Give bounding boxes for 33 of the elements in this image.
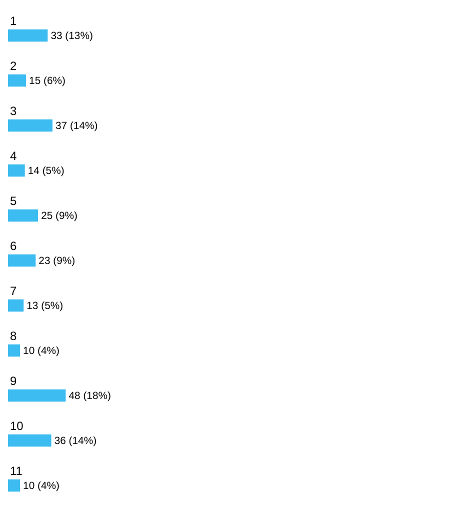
bar (8, 389, 66, 402)
y-tick-label: 6 (10, 239, 17, 253)
bar (8, 209, 38, 222)
bar (8, 74, 26, 87)
bar (8, 434, 52, 447)
y-tick-label: 9 (10, 374, 17, 388)
y-tick-label: 4 (10, 149, 17, 163)
y-tick-label: 5 (10, 194, 17, 208)
y-tick-label: 11 (10, 464, 23, 478)
data-label: 25 (9%) (41, 210, 78, 222)
data-label: 23 (9%) (38, 256, 76, 267)
bar (8, 254, 36, 267)
bar (8, 479, 20, 492)
bar (8, 119, 52, 132)
y-tick-label: 1 (10, 14, 17, 28)
y-tick-label: 2 (10, 59, 17, 73)
y-tick-label: 7 (10, 284, 17, 298)
bar (8, 164, 25, 177)
data-label: 14 (5%) (28, 166, 64, 177)
data-label: 10 (4%) (23, 346, 60, 357)
data-label: 15 (6%) (29, 76, 66, 87)
bar (8, 299, 24, 312)
y-tick-label: 8 (10, 329, 17, 343)
data-label: 36 (14%) (54, 436, 97, 447)
data-label: 33 (13%) (50, 30, 93, 42)
bar (8, 344, 20, 357)
data-label: 10 (4%) (23, 480, 60, 492)
y-tick-label: 10 (10, 419, 24, 433)
bar (8, 29, 48, 42)
y-tick-label: 3 (10, 104, 17, 118)
data-label: 37 (14%) (56, 120, 98, 132)
data-label: 13 (5%) (26, 300, 64, 312)
data-label: 48 (18%) (68, 390, 111, 402)
